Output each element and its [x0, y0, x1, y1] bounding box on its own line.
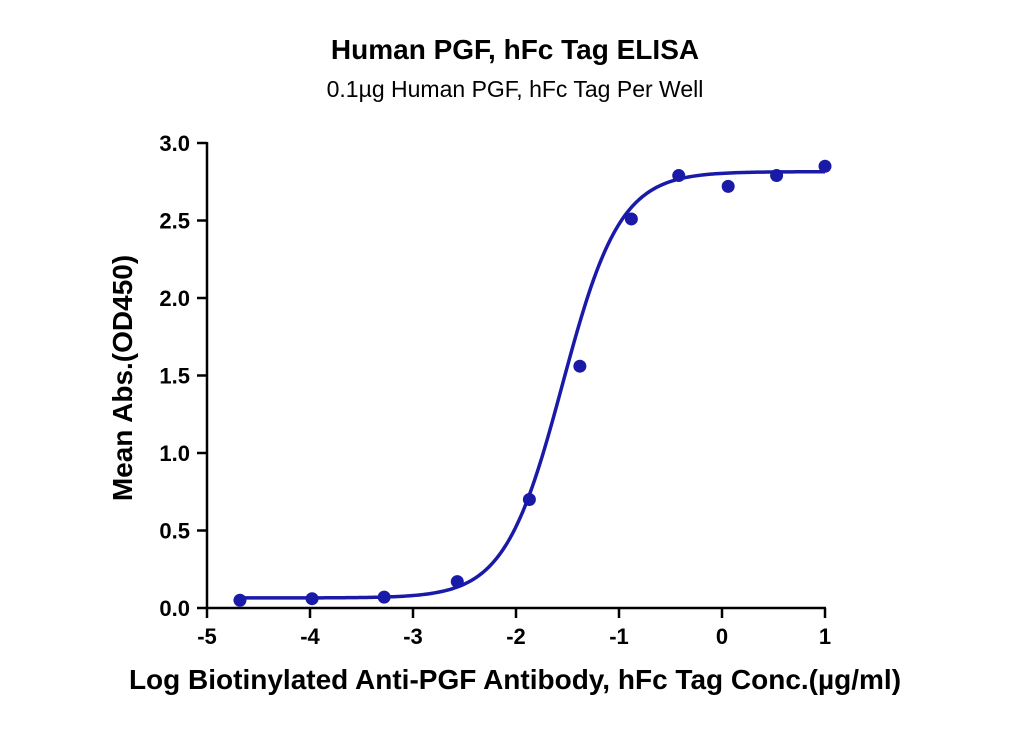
- x-tick-label: 0: [716, 624, 728, 649]
- fit-curve: [239, 169, 826, 600]
- data-point: [522, 493, 536, 506]
- data-point: [377, 590, 391, 604]
- x-tick-label: -1: [609, 624, 629, 649]
- y-tick-label: 3.0: [159, 131, 190, 156]
- y-tick-label: 2.5: [159, 209, 190, 234]
- chart-subtitle: 0.1µg Human PGF, hFc Tag Per Well: [326, 76, 704, 102]
- x-tick-label: 1: [819, 624, 831, 649]
- data-point: [818, 159, 832, 173]
- x-tick-label: -4: [300, 624, 320, 649]
- y-tick-label: 0.0: [159, 596, 190, 621]
- chart-title: Human PGF, hFc Tag ELISA: [330, 34, 700, 65]
- data-point: [233, 593, 247, 607]
- data-point: [624, 212, 638, 226]
- y-tick-label: 2.0: [159, 286, 190, 311]
- x-tick-label: -2: [506, 624, 526, 649]
- x-axis-label: Log Biotinylated Anti-PGF Antibody, hFc …: [128, 664, 902, 695]
- x-tick-label: -3: [403, 624, 423, 649]
- data-point: [450, 575, 464, 589]
- data-point: [672, 169, 686, 183]
- data-point: [770, 169, 784, 183]
- y-tick-label: 0.5: [159, 519, 190, 544]
- data-point: [721, 179, 735, 193]
- data-point: [305, 592, 319, 606]
- y-tick-label: 1.5: [159, 364, 190, 389]
- y-tick-label: 1.0: [159, 441, 190, 466]
- data-point: [573, 359, 587, 373]
- x-tick-label: -5: [197, 624, 217, 649]
